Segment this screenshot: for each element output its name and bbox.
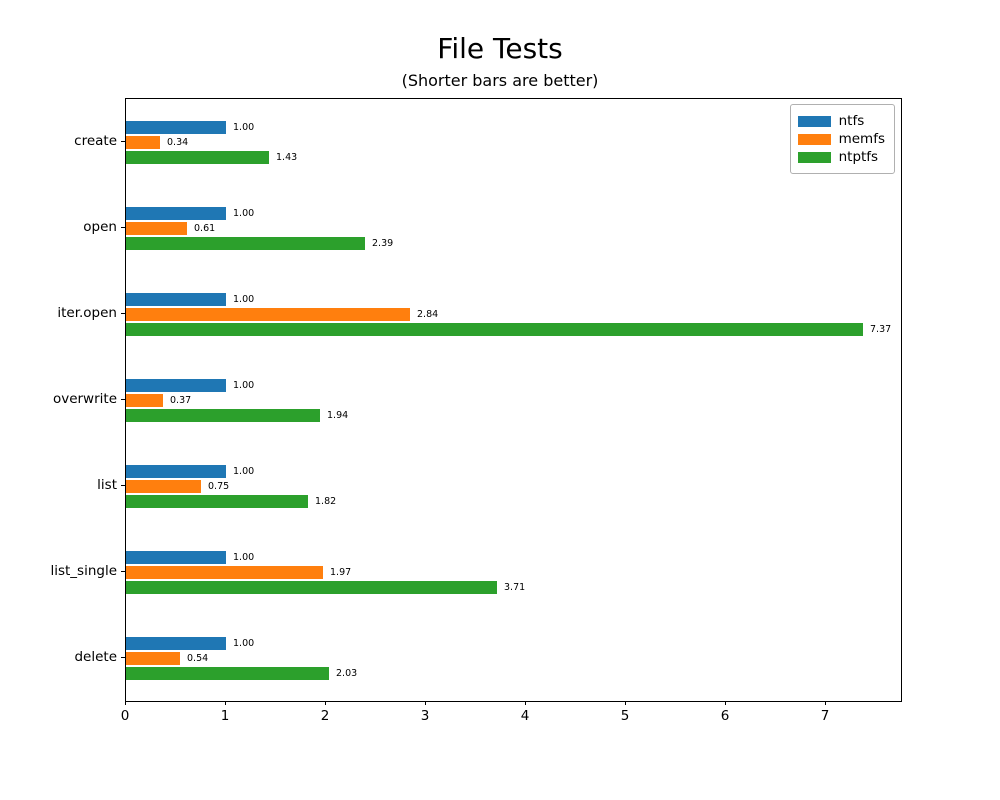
y-tick-mark bbox=[121, 398, 125, 400]
y-tick-mark bbox=[121, 226, 125, 228]
y-tick-mark bbox=[121, 570, 125, 572]
bar-value-label: 1.00 bbox=[233, 293, 255, 305]
bar-value-label: 1.00 bbox=[233, 465, 255, 477]
bar-value-label: 1.00 bbox=[233, 637, 255, 649]
y-tick-label: create bbox=[74, 132, 117, 149]
x-tick-mark bbox=[524, 701, 526, 705]
x-tick-label: 0 bbox=[120, 708, 130, 724]
bar-memfs-list_single bbox=[126, 565, 323, 579]
x-tick-label: 2 bbox=[320, 708, 330, 724]
y-tick-label: open bbox=[83, 218, 117, 235]
chart-subtitle: (Shorter bars are better) bbox=[401, 71, 599, 90]
x-tick-mark bbox=[324, 701, 326, 705]
legend-item-ntptfs: ntptfs bbox=[797, 149, 885, 165]
y-tick-label: list_single bbox=[50, 562, 117, 579]
bar-value-label: 2.84 bbox=[417, 308, 439, 320]
y-tick-mark bbox=[121, 656, 125, 658]
x-tick-mark bbox=[124, 701, 126, 705]
bar-value-label: 2.03 bbox=[336, 667, 358, 679]
x-tick-label: 4 bbox=[520, 708, 530, 724]
y-tick-mark bbox=[121, 312, 125, 314]
y-tick-label: delete bbox=[74, 648, 117, 665]
bar-value-label: 0.54 bbox=[187, 652, 209, 664]
bar-ntptfs-open bbox=[126, 236, 365, 250]
x-tick-label: 6 bbox=[720, 708, 730, 724]
bar-ntptfs-list bbox=[126, 494, 308, 508]
y-tick-label: overwrite bbox=[52, 390, 117, 407]
bar-value-label: 1.82 bbox=[315, 495, 337, 507]
bar-value-label: 1.00 bbox=[233, 379, 255, 391]
legend-item-memfs: memfs bbox=[797, 131, 885, 147]
bar-ntptfs-create bbox=[126, 150, 269, 164]
bar-ntfs-iter.open bbox=[126, 292, 226, 306]
x-tick-label: 3 bbox=[420, 708, 430, 724]
legend: ntfs memfs ntptfs bbox=[789, 104, 895, 174]
x-tick-mark bbox=[724, 701, 726, 705]
bar-value-label: 1.97 bbox=[330, 566, 352, 578]
bar-ntptfs-delete bbox=[126, 666, 329, 680]
legend-label: ntptfs bbox=[838, 149, 879, 165]
legend-swatch-ntptfs bbox=[797, 151, 831, 163]
legend-swatch-memfs bbox=[797, 133, 831, 145]
bar-ntfs-create bbox=[126, 120, 226, 134]
bar-value-label: 1.00 bbox=[233, 121, 255, 133]
bar-value-label: 1.00 bbox=[233, 207, 255, 219]
bar-ntptfs-overwrite bbox=[126, 408, 320, 422]
bar-value-label: 1.94 bbox=[327, 409, 349, 421]
x-tick-label: 5 bbox=[620, 708, 630, 724]
bar-value-label: 2.39 bbox=[372, 237, 394, 249]
bar-memfs-list bbox=[126, 479, 201, 493]
y-tick-label: list bbox=[97, 476, 117, 493]
bar-value-label: 3.71 bbox=[504, 581, 526, 593]
bar-memfs-create bbox=[126, 135, 160, 149]
bar-value-label: 1.43 bbox=[276, 151, 298, 163]
bar-ntptfs-list_single bbox=[126, 580, 497, 594]
legend-swatch-ntfs bbox=[797, 115, 831, 127]
bar-value-label: 0.75 bbox=[208, 480, 230, 492]
legend-label: memfs bbox=[838, 131, 885, 147]
bar-memfs-open bbox=[126, 221, 187, 235]
bar-value-label: 1.00 bbox=[233, 551, 255, 563]
bar-ntfs-list_single bbox=[126, 550, 226, 564]
bar-value-label: 0.61 bbox=[194, 222, 216, 234]
bar-ntfs-delete bbox=[126, 636, 226, 650]
chart-title: File Tests bbox=[437, 32, 563, 65]
legend-item-ntfs: ntfs bbox=[797, 113, 885, 129]
bar-value-label: 7.37 bbox=[870, 323, 892, 335]
bar-memfs-iter.open bbox=[126, 307, 410, 321]
x-tick-mark bbox=[224, 701, 226, 705]
x-tick-label: 7 bbox=[820, 708, 830, 724]
bar-value-label: 0.37 bbox=[170, 394, 192, 406]
bar-memfs-overwrite bbox=[126, 393, 163, 407]
bar-ntfs-open bbox=[126, 206, 226, 220]
y-tick-label: iter.open bbox=[57, 304, 117, 321]
x-tick-mark bbox=[424, 701, 426, 705]
x-tick-label: 1 bbox=[220, 708, 230, 724]
bar-ntfs-overwrite bbox=[126, 378, 226, 392]
x-tick-mark bbox=[624, 701, 626, 705]
bar-value-label: 0.34 bbox=[167, 136, 189, 148]
bar-ntptfs-iter.open bbox=[126, 322, 863, 336]
plot-area: ntfs memfs ntptfs 1.00 0.34 1.43 1.00 0.61 2.39… bbox=[125, 98, 902, 702]
bar-ntfs-list bbox=[126, 464, 226, 478]
legend-label: ntfs bbox=[838, 113, 865, 129]
bar-memfs-delete bbox=[126, 651, 180, 665]
x-tick-mark bbox=[824, 701, 826, 705]
y-tick-mark bbox=[121, 140, 125, 142]
y-tick-mark bbox=[121, 484, 125, 486]
